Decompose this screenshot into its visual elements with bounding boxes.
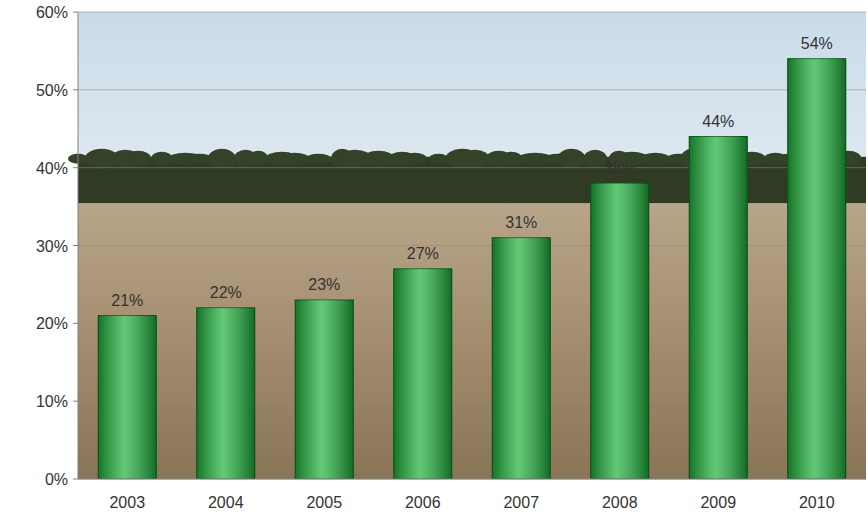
bar [197, 308, 255, 479]
bar-shade [492, 238, 550, 479]
data-label: 22% [210, 284, 242, 301]
data-label: 38% [604, 159, 636, 176]
tree [640, 153, 670, 165]
background [68, 12, 866, 479]
grid-line [78, 12, 866, 13]
tree [403, 153, 427, 165]
tree [558, 149, 586, 169]
bar-shade [689, 137, 747, 479]
x-axis [78, 479, 866, 480]
tick-mark [73, 167, 78, 168]
bar-shade [788, 59, 846, 479]
bar-shade [591, 183, 649, 479]
bar [394, 269, 452, 479]
data-label: 23% [308, 276, 340, 293]
data-label: 54% [801, 35, 833, 52]
data-label: 44% [702, 113, 734, 130]
y-tick-label: 50% [36, 82, 68, 99]
x-tick-label: 2007 [503, 494, 539, 511]
grid-line [78, 479, 866, 480]
data-label: 31% [505, 214, 537, 231]
bar-shade [197, 308, 255, 479]
y-tick-label: 20% [36, 315, 68, 332]
y-axis [78, 12, 79, 479]
x-tick-label: 2003 [109, 494, 145, 511]
x-tick-label: 2005 [306, 494, 342, 511]
bar [689, 137, 747, 479]
y-tick-label: 0% [45, 471, 68, 488]
bars [98, 59, 846, 479]
tree [305, 154, 331, 164]
bar-shade [394, 269, 452, 479]
x-tick-label: 2008 [602, 494, 638, 511]
tree [208, 149, 236, 169]
tick-mark [73, 89, 78, 90]
tree [125, 151, 151, 167]
x-tick-label: 2006 [405, 494, 441, 511]
tree [460, 150, 490, 168]
tick-mark [73, 245, 78, 246]
data-label: 21% [111, 292, 143, 309]
bar [492, 238, 550, 479]
bar [788, 59, 846, 479]
sky [78, 12, 866, 479]
tick-mark [73, 12, 78, 13]
y-tick-label: 30% [36, 238, 68, 255]
tree [280, 153, 310, 165]
bar [591, 183, 649, 479]
y-tick-label: 10% [36, 393, 68, 410]
y-tick-label: 60% [36, 4, 68, 21]
data-label: 27% [407, 245, 439, 262]
x-tick-label: 2004 [208, 494, 244, 511]
x-tick-label: 2010 [799, 494, 835, 511]
bar-shade [295, 300, 353, 479]
y-tick-label: 40% [36, 160, 68, 177]
bar-shade [98, 316, 156, 479]
bar [295, 300, 353, 479]
bar [98, 316, 156, 479]
tick-mark [73, 401, 78, 402]
grid-line [78, 89, 866, 90]
tick-mark [73, 479, 78, 480]
x-tick-label: 2009 [700, 494, 736, 511]
tick-mark [73, 323, 78, 324]
chart: 0% 10% 20% 30% 40% 50% 60% 21% 22% 23% 27% 31% 38% 44… [0, 0, 868, 524]
